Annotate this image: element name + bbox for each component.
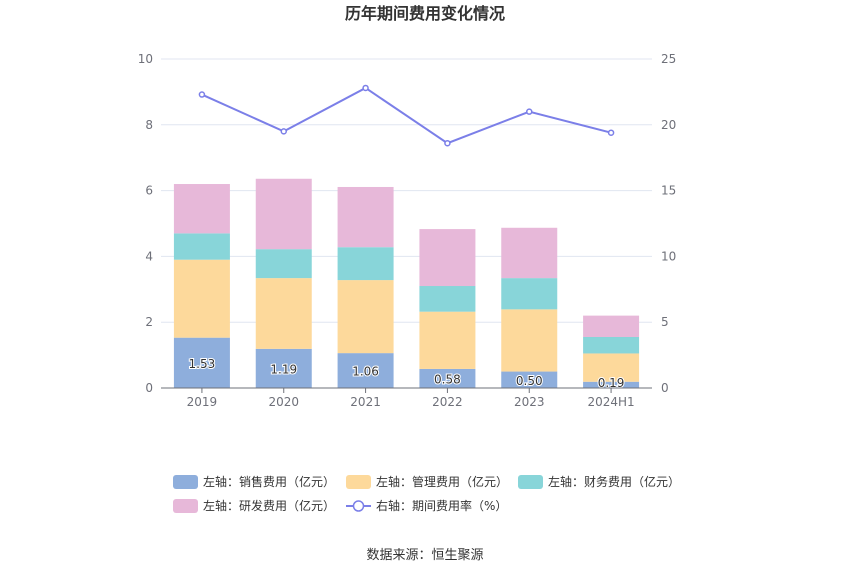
legend-item-3[interactable]: 左轴：研发费用（亿元）	[173, 498, 335, 513]
rate-point-2022[interactable]	[444, 139, 451, 147]
rate-point-2021[interactable]	[362, 84, 369, 92]
left-tick-label: 6	[145, 184, 153, 198]
left-tick-label: 8	[145, 118, 153, 132]
legend-label: 左轴：销售费用（亿元）	[203, 474, 335, 489]
data-label-2021: 1.06	[352, 365, 379, 379]
right-tick-label: 5	[661, 315, 669, 329]
legend-label: 左轴：研发费用（亿元）	[203, 498, 335, 513]
data-label-2022: 0.58	[434, 372, 461, 386]
data-label-2020: 1.19	[270, 362, 297, 376]
legend-swatch	[173, 475, 198, 489]
bar-segment-2020-s3[interactable]	[255, 178, 312, 250]
legend-label: 左轴：管理费用（亿元）	[376, 474, 508, 489]
left-tick-label: 2	[145, 315, 153, 329]
legend-item-2[interactable]: 左轴：财务费用（亿元）	[518, 474, 680, 489]
rate-point-2020[interactable]	[280, 128, 287, 135]
rate-point-2024H1[interactable]	[607, 129, 615, 136]
data-label-2024H1: 0.19	[598, 376, 625, 390]
bar-series	[173, 178, 640, 388]
legend-label: 右轴：期间费用率（%）	[376, 498, 507, 513]
legend-item-1[interactable]: 左轴：管理费用（亿元）	[346, 474, 508, 489]
bar-segment-2023-s2[interactable]	[501, 278, 558, 310]
right-tick-label: 10	[661, 249, 676, 263]
bar-segment-2022-s0[interactable]	[419, 368, 476, 388]
bar-segment-2023-s1[interactable]	[501, 309, 558, 372]
legend-item-0[interactable]: 左轴：销售费用（亿元）	[173, 474, 335, 489]
legend[interactable]: 左轴：销售费用（亿元） 左轴：管理费用（亿元） 左轴：财务费用（亿元） 左轴：研发费用…	[173, 474, 680, 513]
left-tick-label: 4	[145, 249, 153, 263]
bar-segment-2022-s1[interactable]	[419, 311, 476, 369]
right-tick-label: 25	[661, 52, 676, 66]
bar-segment-2023-s0[interactable]	[501, 371, 558, 388]
x-axis: 2019 2020 2021 2022 2023 2024H1	[161, 387, 652, 409]
bar-segment-2019-s0[interactable]	[173, 337, 230, 388]
rate-line	[201, 86, 612, 145]
data-labels: 1.53 1.19 1.06 0.58 0.50 0.19	[188, 356, 626, 391]
legend-item-4[interactable]: 右轴：期间费用率（%）	[346, 498, 507, 513]
bar-segment-2019-s3[interactable]	[173, 184, 230, 234]
legend-swatch	[173, 499, 198, 513]
bar-segment-2022-s3[interactable]	[419, 229, 476, 287]
bar-segment-2019-s2[interactable]	[173, 233, 230, 260]
x-tick-label: 2023	[514, 395, 545, 409]
right-axis: 0 5 10 15 20 25	[661, 52, 676, 395]
left-tick-label: 10	[138, 52, 153, 66]
data-label-2019: 1.53	[189, 357, 216, 371]
data-label-2023: 0.50	[516, 374, 543, 388]
bar-segment-2024H1-s1[interactable]	[583, 353, 640, 382]
x-tick-label: 2022	[432, 395, 463, 409]
bar-segment-2021-s2[interactable]	[337, 247, 394, 281]
bar-segment-2019-s1[interactable]	[173, 259, 230, 338]
bar-segment-2020-s0[interactable]	[255, 348, 312, 388]
chart-title: 历年期间费用变化情况	[345, 4, 505, 23]
bar-segment-2022-s2[interactable]	[419, 286, 476, 312]
source-note: 数据来源：恒生聚源	[366, 548, 483, 563]
legend-marker	[352, 500, 365, 512]
bar-segment-2021-s3[interactable]	[337, 186, 394, 248]
bar-segment-2021-s0[interactable]	[337, 353, 394, 388]
rate-point-2019[interactable]	[198, 91, 206, 98]
rate-point-2023[interactable]	[526, 108, 533, 115]
bar-segment-2020-s2[interactable]	[255, 249, 312, 279]
bar-segment-2020-s1[interactable]	[255, 278, 312, 349]
bar-segment-2024H1-s3[interactable]	[583, 315, 640, 338]
left-axis: 0 2 4 6 8 10	[138, 52, 153, 395]
x-tick-label: 2021	[350, 395, 381, 409]
legend-label: 左轴：财务费用（亿元）	[548, 474, 680, 489]
bar-segment-2024H1-s2[interactable]	[583, 337, 640, 354]
x-tick-label: 2019	[187, 395, 218, 409]
bar-segment-2024H1-s0[interactable]	[583, 381, 640, 388]
x-tick-label: 2024H1	[587, 395, 634, 409]
right-tick-label: 0	[661, 381, 669, 395]
legend-swatch	[518, 475, 543, 489]
bar-segment-2021-s1[interactable]	[337, 280, 394, 354]
legend-swatch	[346, 475, 371, 489]
right-tick-label: 15	[661, 184, 676, 198]
left-tick-label: 0	[145, 381, 153, 395]
line-series	[198, 84, 615, 147]
x-tick-label: 2020	[268, 395, 299, 409]
right-tick-label: 20	[661, 118, 676, 132]
bar-segment-2023-s3[interactable]	[501, 227, 558, 279]
gridlines	[161, 58, 652, 323]
